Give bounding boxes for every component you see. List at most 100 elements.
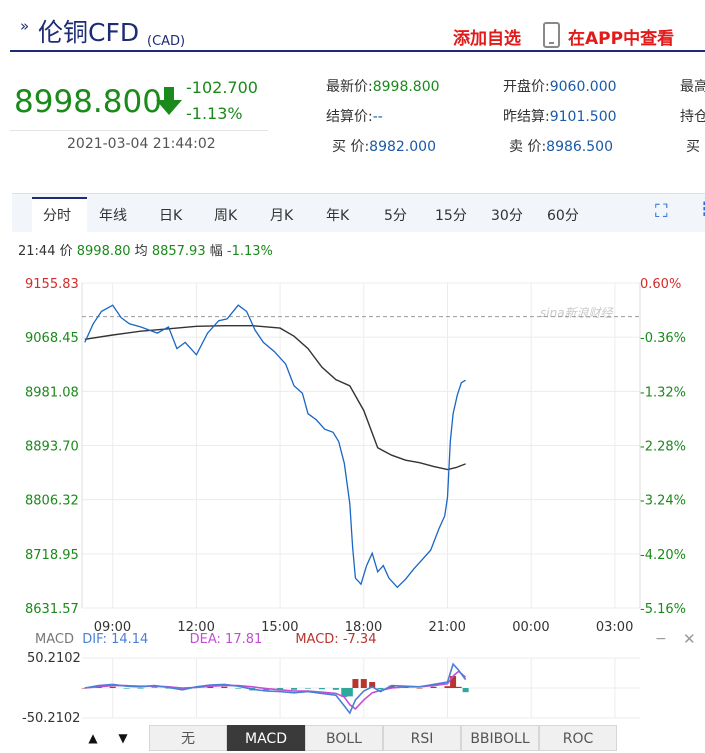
macd-chart[interactable]: 50.2102 -50.2102 [0,648,705,724]
quote-datetime: 2021-03-04 21:44:02 [67,136,216,152]
macd-dea-label: DEA: [189,632,221,647]
tab-month-k[interactable]: 月K [270,208,294,224]
tab-year-line[interactable]: 年线 [99,208,127,224]
settle-price-label: 结算价: [326,109,373,125]
macd-bar [291,688,298,690]
settle-price-field: 结算价:-- [326,106,383,126]
chart-grid [81,282,641,609]
indicator-bbiboll-button[interactable]: BBIBOLL [461,725,539,751]
y-tick-label-right: -5.16% [640,602,686,617]
latest-price-value: 8998.800 [372,79,440,95]
up-arrow-button[interactable]: ▲ [88,731,98,745]
phone-icon[interactable] [543,22,560,48]
macd-ymax: 50.2102 [27,651,81,666]
macd-bar [341,688,348,697]
active-tab-indicator [32,197,87,234]
tab-5min[interactable]: 5分 [384,208,407,224]
crosshair-info: 21:44 价 8998.80 均 8857.93 幅 -1.13% [18,240,273,259]
x-tick-label: 15:00 [261,620,298,634]
close-icon[interactable]: ✕ [683,630,696,648]
info-range-label: 幅 [209,244,223,259]
info-avg-label: 均 [134,244,148,259]
tab-minute[interactable]: 分时 [43,208,71,224]
y-tick-label-left: 8981.08 [25,385,79,400]
indicator-rsi-button[interactable]: RSI [383,725,461,751]
x-tick-label: 12:00 [177,620,214,634]
macd-bar [221,686,228,688]
hold-label: 持仓 [680,109,705,125]
macd-hist-value: -7.34 [342,632,377,647]
macd-bar [450,676,457,688]
page-header: » 伦铜CFD (CAD) 添加自选 在APP中查看 [0,0,705,56]
info-price-label: 价 [59,244,73,259]
price-change-percent: -1.13% [186,104,243,123]
down-arrow-button[interactable]: ▼ [118,731,128,745]
view-in-app-button[interactable]: 在APP中查看 [568,29,675,49]
y-tick-label-left: 8631.57 [25,602,79,617]
page-title: 伦铜CFD [38,18,140,47]
y-tick-label-right: -2.28% [640,440,686,455]
price-chart[interactable]: sina新浪财经 9155.83 9068.45 8981.08 8893.70 880… [0,262,705,634]
x-tick-label: 09:00 [94,620,131,634]
prev-settle-value: 9101.500 [549,109,617,125]
x-axis: 09:00 12:00 15:00 18:00 21:00 00:00 03:00 [94,620,634,634]
info-range: -1.13% [226,244,273,259]
macd-bar [109,686,116,688]
double-chevron-icon: » [20,17,30,35]
y-tick-label-right: -4.20% [640,548,686,563]
series-line-price [84,304,466,589]
minus-icon[interactable]: − [655,631,667,647]
more-vertical-icon[interactable]: ⋮ [696,199,705,220]
watermark: sina新浪财经 [540,306,615,320]
indicator-toolbar: ▲ ▼ 无 MACD BOLL RSI BBIBOLL ROC [80,725,705,753]
tab-year-k[interactable]: 年K [326,208,350,224]
y-tick-label-right: -0.36% [640,331,686,346]
indicator-none-button[interactable]: 无 [149,725,227,751]
macd-bar [346,688,353,697]
open-price-label: 开盘价: [503,79,550,95]
macd-bar [277,688,284,690]
macd-title: MACD [35,632,74,647]
fullscreen-icon[interactable]: ⛶ [655,201,668,222]
indicator-boll-button[interactable]: BOLL [305,725,383,751]
macd-bar [377,688,384,690]
y-tick-label-left: 8806.32 [25,494,79,509]
macd-hist-label: MACD: [295,632,339,647]
y-axis-right: 0.60% -0.36% -1.32% -2.28% -3.24% -4.20% -5.16… [640,277,686,617]
macd-bar [402,687,409,688]
header-divider [10,50,705,52]
dea-line [84,670,467,710]
indicator-roc-button[interactable]: ROC [539,725,617,751]
macd-bar [462,688,469,693]
info-avg: 8857.93 [151,244,206,259]
macd-bar [207,686,214,688]
macd-bar [179,688,186,690]
y-tick-label-right: -1.32% [640,385,686,400]
ask-price-field: 卖 价:8986.500 [509,136,613,156]
x-tick-label: 18:00 [345,620,382,634]
tab-30min[interactable]: 30分 [491,208,523,224]
macd-bar [430,686,437,688]
buy-label: 买 [686,139,700,155]
tab-week-k[interactable]: 周K [214,208,238,224]
y-tick-label-left: 9155.83 [25,277,79,292]
down-arrow-icon [156,87,182,115]
tab-60min[interactable]: 60分 [547,208,579,224]
tab-15min[interactable]: 15分 [435,208,467,224]
indicator-macd-button[interactable]: MACD [227,725,305,751]
y-tick-label-left: 9068.45 [25,331,79,346]
tab-day-k[interactable]: 日K [159,208,183,224]
macd-bar [332,688,339,690]
prev-settle-field: 昨结算:9101.500 [503,106,617,126]
macd-bar [318,688,325,690]
currency-unit: (CAD) [147,34,186,49]
macd-bar [151,687,158,688]
period-tabs: 分时 年线 日K 周K 月K 年K 5分 15分 30分 60分 ⛶ ⋮ [12,193,705,234]
macd-bar [352,679,359,688]
macd-dea-value: 17.81 [225,632,263,647]
macd-legend: MACD DIF: 14.14 DEA: 17.81 MACD: -7.34 [35,632,376,647]
y-tick-label-left: 8893.70 [25,440,79,455]
add-favorite-button[interactable]: 添加自选 [453,29,521,49]
open-price-field: 开盘价:9060.000 [503,76,617,96]
y-tick-label-left: 8718.95 [25,548,79,563]
